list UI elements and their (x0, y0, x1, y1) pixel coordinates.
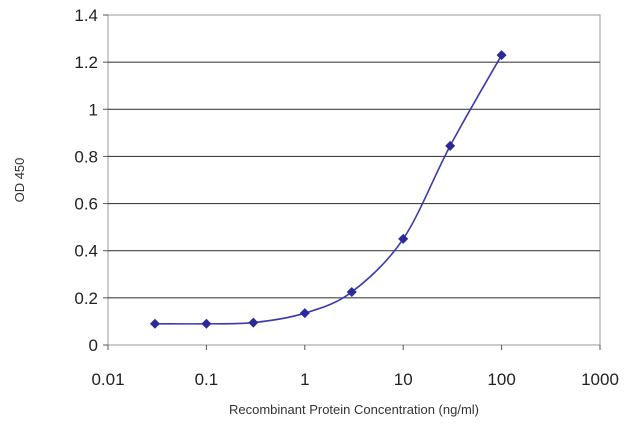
y-tick-label: 0.4 (74, 242, 98, 261)
y-tick-labels: 0 0.2 0.4 0.6 0.8 1 1.2 1.4 (74, 6, 98, 355)
x-tick-labels: 0.01 0.1 1 10 100 1000 (91, 370, 618, 389)
data-point (201, 318, 212, 329)
x-axis-title: Recombinant Protein Concentration (ng/ml… (229, 402, 479, 417)
x-tick-label: 1000 (581, 370, 619, 389)
gridlines (108, 61, 600, 299)
tick-marks (103, 14, 601, 350)
data-series (149, 50, 507, 329)
data-point (398, 233, 409, 244)
data-point (248, 317, 259, 328)
y-tick-label: 1.2 (74, 53, 98, 72)
x-tick-label: 1 (300, 370, 309, 389)
y-tick-label: 0.8 (74, 147, 98, 166)
y-tick-label: 1 (89, 100, 98, 119)
data-point (299, 308, 310, 319)
plot-area (107, 14, 601, 346)
x-tick-label: 100 (487, 370, 515, 389)
y-tick-label: 1.4 (74, 6, 98, 25)
x-tick-label: 0.01 (91, 370, 124, 389)
data-point (346, 286, 357, 297)
y-axis-title: OD 450 (12, 158, 27, 203)
y-tick-label: 0 (89, 336, 98, 355)
data-point (149, 318, 160, 329)
x-tick-label: 0.1 (195, 370, 219, 389)
y-tick-label: 0.2 (74, 289, 98, 308)
x-tick-label: 10 (394, 370, 413, 389)
y-tick-label: 0.6 (74, 195, 98, 214)
data-point (496, 50, 507, 61)
data-point (445, 140, 456, 151)
